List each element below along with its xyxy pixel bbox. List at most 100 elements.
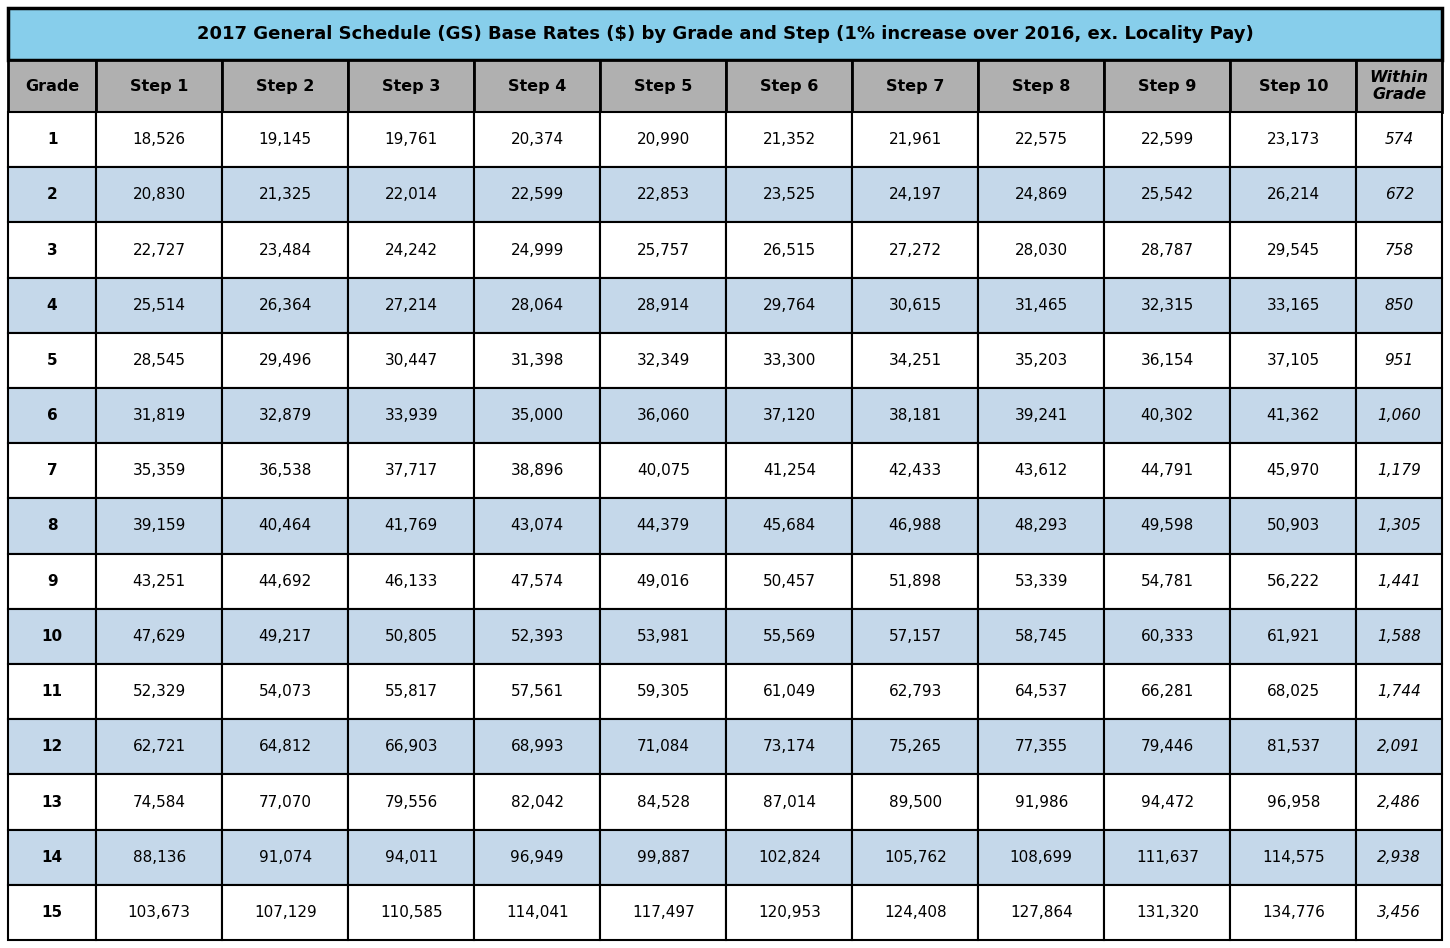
Bar [1230, 720, 1356, 775]
Text: 30,615: 30,615 [889, 298, 943, 313]
Text: 99,887: 99,887 [637, 849, 690, 865]
Bar [474, 60, 600, 112]
Bar [600, 167, 726, 223]
Bar [1105, 609, 1230, 664]
Text: 55,569: 55,569 [763, 629, 816, 644]
Text: 79,446: 79,446 [1141, 739, 1193, 755]
Text: 44,379: 44,379 [637, 519, 690, 534]
Bar [222, 884, 348, 940]
Bar [1356, 388, 1441, 444]
Text: 127,864: 127,864 [1009, 905, 1073, 920]
Text: 8: 8 [46, 519, 58, 534]
Text: Step 8: Step 8 [1012, 79, 1070, 94]
Bar [96, 167, 222, 223]
Bar [1356, 554, 1441, 609]
Text: 27,272: 27,272 [889, 243, 943, 258]
Bar [600, 333, 726, 388]
Bar [9, 884, 96, 940]
Bar [474, 830, 600, 884]
Bar [1356, 112, 1441, 167]
Bar [96, 664, 222, 720]
Text: 60,333: 60,333 [1141, 629, 1193, 644]
Text: 22,727: 22,727 [133, 243, 186, 258]
Text: 22,575: 22,575 [1015, 132, 1067, 147]
Text: 134,776: 134,776 [1262, 905, 1325, 920]
Text: 33,300: 33,300 [763, 353, 816, 368]
Text: 50,457: 50,457 [763, 574, 816, 589]
Bar [348, 775, 474, 830]
Text: 28,545: 28,545 [133, 353, 186, 368]
Bar [348, 278, 474, 333]
Text: 71,084: 71,084 [637, 739, 690, 755]
Text: 28,030: 28,030 [1015, 243, 1067, 258]
Bar [474, 720, 600, 775]
Bar [726, 388, 853, 444]
Bar [726, 664, 853, 720]
Text: 62,793: 62,793 [889, 684, 943, 699]
Bar [474, 278, 600, 333]
Text: 79,556: 79,556 [384, 794, 438, 810]
Text: 32,349: 32,349 [637, 353, 690, 368]
Bar [600, 720, 726, 775]
Bar [1230, 775, 1356, 830]
Text: 35,000: 35,000 [510, 408, 564, 423]
Text: 19,145: 19,145 [258, 132, 312, 147]
Bar [726, 884, 853, 940]
Bar [979, 278, 1105, 333]
Text: 26,515: 26,515 [763, 243, 816, 258]
Bar [1230, 830, 1356, 884]
Text: 58,745: 58,745 [1015, 629, 1067, 644]
Bar [853, 388, 979, 444]
Bar [1105, 499, 1230, 554]
Bar [474, 609, 600, 664]
Text: 87,014: 87,014 [763, 794, 816, 810]
Bar [853, 609, 979, 664]
Text: 6: 6 [46, 408, 58, 423]
Bar [600, 609, 726, 664]
Bar [1230, 278, 1356, 333]
Text: 54,781: 54,781 [1141, 574, 1193, 589]
Bar [222, 499, 348, 554]
Bar [600, 444, 726, 499]
Bar [979, 554, 1105, 609]
Text: 49,217: 49,217 [258, 629, 312, 644]
Text: 23,484: 23,484 [258, 243, 312, 258]
Bar [222, 278, 348, 333]
Bar [222, 223, 348, 278]
Text: 30,447: 30,447 [384, 353, 438, 368]
Text: 41,362: 41,362 [1267, 408, 1320, 423]
Text: 2,938: 2,938 [1378, 849, 1421, 865]
Bar [600, 223, 726, 278]
Bar [1105, 278, 1230, 333]
Text: 7: 7 [46, 464, 58, 479]
Bar [1105, 884, 1230, 940]
Text: 28,064: 28,064 [510, 298, 564, 313]
Bar [600, 554, 726, 609]
Text: 94,011: 94,011 [384, 849, 438, 865]
Bar [222, 60, 348, 112]
Text: 43,251: 43,251 [132, 574, 186, 589]
Text: 21,352: 21,352 [763, 132, 816, 147]
Bar [853, 112, 979, 167]
Bar [726, 499, 853, 554]
Text: 29,496: 29,496 [258, 353, 312, 368]
Text: 2: 2 [46, 188, 58, 202]
Bar [222, 830, 348, 884]
Bar [96, 60, 222, 112]
Text: 111,637: 111,637 [1135, 849, 1199, 865]
Text: 1,744: 1,744 [1378, 684, 1421, 699]
Text: 96,949: 96,949 [510, 849, 564, 865]
Text: 38,181: 38,181 [889, 408, 943, 423]
Text: 14: 14 [42, 849, 62, 865]
Text: 2017 General Schedule (GS) Base Rates ($) by Grade and Step (1% increase over 20: 2017 General Schedule (GS) Base Rates ($… [197, 25, 1253, 43]
Bar [1105, 720, 1230, 775]
Bar [1356, 664, 1441, 720]
Bar [1356, 278, 1441, 333]
Bar [9, 775, 96, 830]
Bar [222, 444, 348, 499]
Text: 57,561: 57,561 [510, 684, 564, 699]
Text: 23,525: 23,525 [763, 188, 816, 202]
Bar [600, 884, 726, 940]
Text: 21,961: 21,961 [889, 132, 943, 147]
Bar [726, 830, 853, 884]
